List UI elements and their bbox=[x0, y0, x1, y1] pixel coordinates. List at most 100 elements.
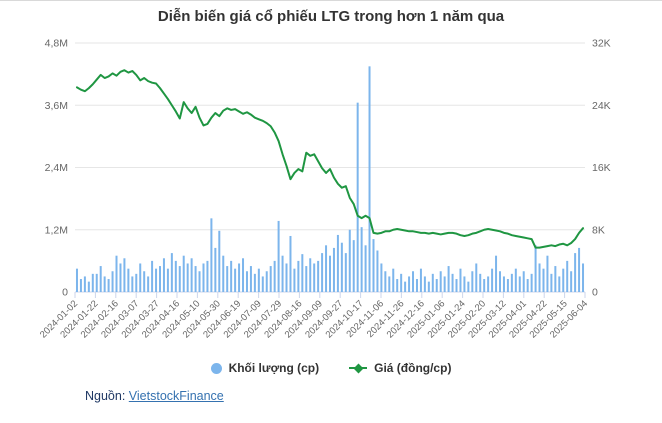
volume-bar bbox=[95, 273, 98, 292]
volume-bar bbox=[495, 255, 498, 292]
volume-bar bbox=[115, 255, 118, 292]
volume-bar bbox=[99, 266, 102, 292]
volume-bar bbox=[502, 276, 505, 292]
chart-legend: Khối lượng (cp) Giá (đồng/cp) bbox=[0, 361, 662, 375]
volume-bar bbox=[538, 263, 541, 292]
volume-bar bbox=[249, 266, 252, 292]
volume-bar bbox=[317, 260, 320, 293]
volume-bar bbox=[558, 276, 561, 292]
volume-bar bbox=[159, 266, 161, 292]
legend-price-label: Giá (đồng/cp) bbox=[374, 361, 452, 375]
volume-bar bbox=[289, 235, 292, 292]
volume-bar bbox=[443, 276, 446, 292]
volume-bar bbox=[431, 273, 434, 292]
volume-bar bbox=[550, 273, 553, 292]
volume-bar bbox=[356, 102, 359, 292]
volume-bar bbox=[79, 279, 82, 292]
volume-bar bbox=[404, 281, 407, 293]
volume-bar bbox=[570, 271, 573, 292]
volume-bar bbox=[162, 258, 165, 292]
legend-item-price[interactable]: Giá (đồng/cp) bbox=[349, 361, 451, 375]
volume-bar bbox=[198, 271, 201, 292]
volume-bar bbox=[348, 229, 351, 292]
volume-bar bbox=[238, 263, 241, 292]
volume-bar bbox=[202, 263, 205, 292]
volume-bar bbox=[285, 263, 288, 292]
volume-bar bbox=[499, 271, 501, 292]
volume-bar bbox=[245, 271, 248, 292]
volume-bar bbox=[230, 260, 233, 293]
volume-bar bbox=[222, 255, 225, 292]
volume-bar bbox=[376, 250, 379, 292]
volume-bar bbox=[336, 234, 339, 292]
volume-bar bbox=[578, 247, 581, 292]
volume-bar bbox=[574, 253, 577, 292]
volume-bar bbox=[111, 271, 114, 292]
volume-bar bbox=[546, 255, 549, 292]
volume-bar bbox=[214, 247, 217, 292]
volume-bar bbox=[297, 260, 300, 293]
volume-bar bbox=[277, 220, 280, 292]
volume-bar bbox=[269, 266, 272, 292]
volume-bar bbox=[332, 247, 335, 292]
volume-bar bbox=[103, 276, 106, 292]
volume-bar bbox=[226, 266, 229, 292]
volume-bar bbox=[392, 268, 395, 292]
volume-bar bbox=[396, 279, 399, 292]
volume-bar bbox=[210, 218, 213, 292]
volume-bar bbox=[273, 260, 276, 293]
volume-bar bbox=[384, 271, 387, 292]
volume-bar bbox=[483, 279, 486, 292]
volume-bar bbox=[352, 240, 355, 293]
volume-bar bbox=[344, 253, 347, 292]
volume-bar bbox=[435, 279, 438, 292]
volume-bar bbox=[364, 245, 367, 292]
volume-bar bbox=[534, 245, 537, 292]
volume-bar bbox=[170, 253, 173, 292]
volume-bar bbox=[281, 255, 284, 292]
volume-bar bbox=[408, 276, 411, 292]
volume-bar bbox=[151, 260, 154, 293]
y-right-tick-label: 24K bbox=[592, 100, 611, 112]
volume-bar bbox=[522, 271, 525, 292]
volume-bar bbox=[562, 268, 565, 292]
volume-bar bbox=[107, 279, 110, 292]
volume-bar bbox=[380, 263, 383, 292]
volume-bar bbox=[447, 266, 450, 292]
legend-item-volume[interactable]: Khối lượng (cp) bbox=[210, 361, 319, 375]
volume-bar bbox=[419, 268, 422, 292]
volume-bar bbox=[427, 281, 430, 293]
y-left-tick-label: 2,4M bbox=[45, 162, 68, 174]
volume-bar bbox=[321, 253, 324, 292]
source-link[interactable]: VietstockFinance bbox=[128, 389, 224, 403]
volume-bar bbox=[329, 255, 331, 292]
volume-bar bbox=[542, 268, 545, 292]
volume-bar bbox=[340, 242, 343, 292]
volume-bar bbox=[530, 273, 533, 292]
volume-series-icon bbox=[210, 362, 222, 374]
volume-bar bbox=[257, 268, 260, 292]
volume-bar bbox=[166, 268, 169, 292]
volume-bar bbox=[309, 258, 312, 292]
volume-bar bbox=[451, 273, 454, 292]
volume-bar bbox=[491, 268, 494, 292]
volume-bar bbox=[479, 273, 482, 292]
volume-bar bbox=[412, 271, 415, 292]
volume-bar bbox=[127, 268, 130, 292]
volume-bar bbox=[566, 260, 569, 293]
volume-bar bbox=[119, 263, 122, 292]
volume-bar bbox=[91, 273, 94, 292]
price-line bbox=[75, 69, 585, 249]
volume-bar bbox=[582, 263, 585, 292]
volume-bar bbox=[293, 268, 296, 292]
volume-bar bbox=[242, 258, 245, 292]
volume-bar bbox=[506, 279, 509, 292]
volume-bar bbox=[526, 279, 529, 292]
volume-bar bbox=[253, 273, 256, 292]
y-right-tick-label: 8K bbox=[592, 224, 605, 236]
volume-bar bbox=[155, 268, 158, 292]
volume-bar bbox=[463, 276, 466, 292]
volume-bar bbox=[305, 266, 308, 292]
